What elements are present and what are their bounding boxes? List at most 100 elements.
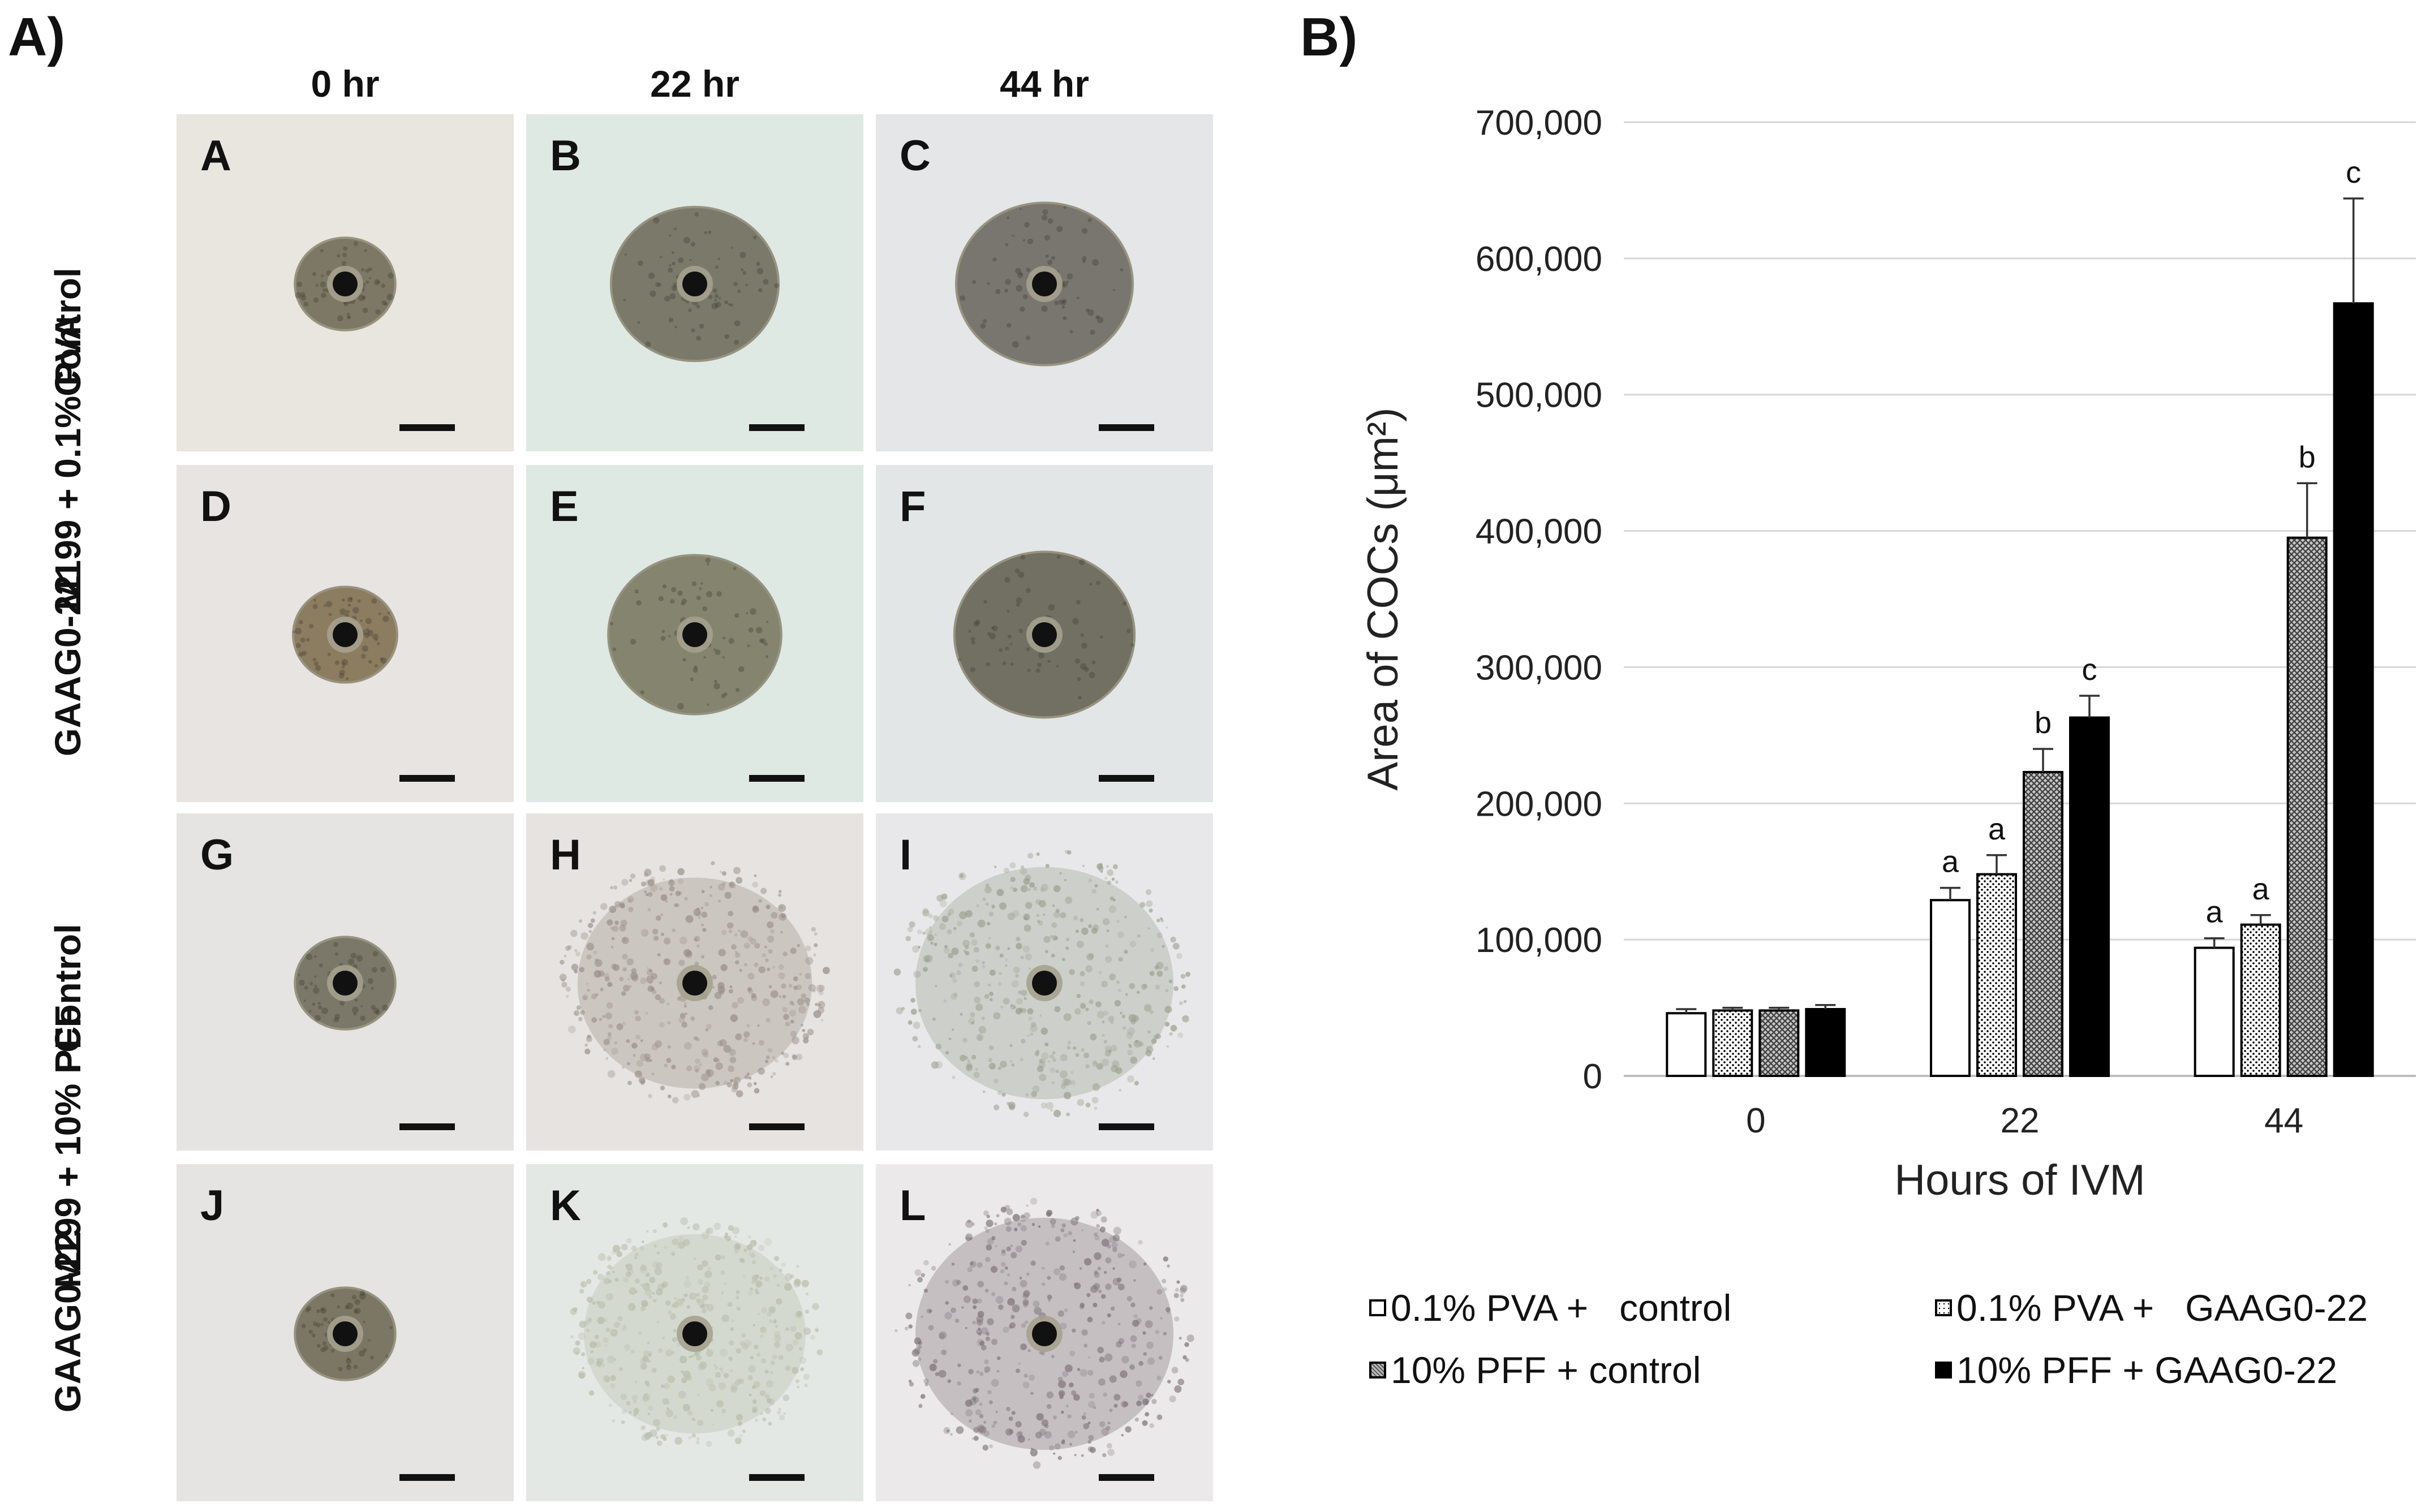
micrograph-image <box>177 465 514 802</box>
legend-swatch-black-icon <box>1935 1362 1952 1379</box>
micrograph-tile-f: F <box>876 465 1213 802</box>
legend-label: 10% PFF + control <box>1391 1349 1701 1391</box>
legend-item-pff-gaag: 10% PFF + GAAG0-22 <box>1935 1349 2337 1392</box>
bar <box>2240 923 2281 1077</box>
scale-bar <box>399 424 455 431</box>
micrograph-tile-letter: G <box>200 831 234 879</box>
y-tick-label: 100,000 <box>1476 921 1602 960</box>
scale-bar <box>1099 775 1154 782</box>
micrograph-image <box>177 813 514 1151</box>
bar <box>1712 1009 1753 1077</box>
scale-bar <box>1099 424 1154 431</box>
bar <box>2069 716 2110 1077</box>
y-tick-label: 400,000 <box>1476 512 1602 552</box>
significance-label: a <box>2252 872 2270 906</box>
micrograph-image <box>177 1164 514 1501</box>
micrograph-image <box>526 1164 863 1501</box>
legend-label: 10% PFF + GAAG0-22 <box>1956 1349 2338 1391</box>
micrograph-tile-d: D <box>177 465 514 802</box>
significance-label: c <box>2082 653 2097 687</box>
significance-label: a <box>1988 812 2006 846</box>
legend-item-pva-gaag: 0.1% PVA + GAAG0-22 <box>1935 1286 2368 1329</box>
y-axis-title: Area of COCs (μm²) <box>1359 407 1407 790</box>
micrograph-image <box>177 114 514 451</box>
column-header-0hr: 0 hr <box>311 63 380 105</box>
significance-label: b <box>2299 440 2316 474</box>
bar <box>2023 770 2063 1077</box>
bar <box>2286 536 2328 1077</box>
y-tick-label: 600,000 <box>1476 240 1602 279</box>
micrograph-image <box>876 813 1213 1151</box>
y-tick-label: 300,000 <box>1476 648 1602 687</box>
bar-chart: 0 100,000 200,000 300,000 400,000 500,000 600,… <box>1359 104 2416 1199</box>
x-tick-label: 0 <box>1746 1101 1765 1140</box>
significance-label: b <box>2035 706 2052 740</box>
group-label-pva: M199 + 0.1% PVA <box>48 314 88 610</box>
micrograph-image <box>526 114 863 451</box>
column-header-44hr: 44 hr <box>1000 63 1089 105</box>
bar <box>1758 1009 1800 1077</box>
significance-label: a <box>2206 895 2224 929</box>
micrograph-tile-b: B <box>526 114 863 451</box>
bar <box>2333 302 2374 1078</box>
micrograph-tile-letter: L <box>900 1182 926 1230</box>
scale-bar <box>399 1123 455 1130</box>
micrograph-tile-letter: D <box>200 483 231 531</box>
scale-bar <box>1099 1123 1154 1130</box>
micrograph-tile-letter: I <box>900 831 912 879</box>
y-tick-label: 0 <box>1583 1057 1602 1096</box>
micrograph-tile-letter: H <box>550 831 581 879</box>
micrograph-tile-letter: C <box>900 132 931 180</box>
legend-swatch-white-icon <box>1369 1299 1386 1316</box>
bar <box>2194 946 2235 1077</box>
micrograph-tile-k: K <box>526 1164 863 1501</box>
group-label-pff: M199 + 10% PFF <box>48 1005 88 1288</box>
micrograph-tile-letter: J <box>200 1182 225 1230</box>
micrograph-tile-e: E <box>526 465 863 802</box>
significance-label: a <box>1942 845 1959 879</box>
micrograph-tile-l: L <box>876 1164 1213 1501</box>
scale-bar <box>749 1474 805 1481</box>
panel-b-label: B) <box>1300 7 1358 67</box>
micrograph-tile-a: A <box>177 114 514 451</box>
micrograph-tile-letter: A <box>200 132 231 180</box>
micrograph-image <box>526 813 863 1151</box>
y-tick-label: 500,000 <box>1476 376 1602 415</box>
bar <box>1930 899 1971 1078</box>
bar <box>1976 873 2017 1077</box>
x-tick-label: 44 <box>2264 1101 2303 1140</box>
micrograph-tile-letter: F <box>900 483 926 531</box>
legend-label: 0.1% PVA + GAAG0-22 <box>1956 1287 2368 1329</box>
legend-label: 0.1% PVA + control <box>1391 1287 1732 1329</box>
legend-item-pva-control: 0.1% PVA + control <box>1369 1286 1731 1329</box>
legend-item-pff-control: 10% PFF + control <box>1369 1349 1701 1392</box>
micrograph-image <box>876 114 1213 451</box>
legend-swatch-dots-icon <box>1935 1299 1952 1316</box>
micrograph-tile-g: G <box>177 813 514 1151</box>
micrograph-tile-letter: K <box>550 1182 581 1230</box>
micrograph-image <box>876 465 1213 802</box>
bar <box>1666 1012 1707 1077</box>
micrograph-tile-h: H <box>526 813 863 1151</box>
micrograph-tile-letter: E <box>550 483 579 531</box>
scale-bar <box>1099 1474 1154 1481</box>
bar <box>1805 1007 1846 1077</box>
scale-bar <box>749 775 805 782</box>
micrograph-image <box>876 1164 1213 1501</box>
x-axis-title: Hours of IVM <box>1894 1156 2145 1199</box>
micrograph-tile-j: J <box>177 1164 514 1501</box>
micrograph-tile-i: I <box>876 813 1213 1151</box>
significance-label: c <box>2346 156 2361 189</box>
micrograph-image <box>526 465 863 802</box>
panel-a-label: A) <box>8 7 66 67</box>
micrograph-tile-c: C <box>876 114 1213 451</box>
y-tick-label: 700,000 <box>1476 104 1602 143</box>
y-tick-label: 200,000 <box>1476 785 1602 824</box>
column-header-22hr: 22 hr <box>650 63 739 105</box>
x-tick-label: 22 <box>2001 1101 2040 1140</box>
scale-bar <box>749 1123 805 1130</box>
scale-bar <box>399 775 455 782</box>
scale-bar <box>749 424 805 431</box>
micrograph-tile-letter: B <box>550 132 581 180</box>
scale-bar <box>399 1474 455 1481</box>
